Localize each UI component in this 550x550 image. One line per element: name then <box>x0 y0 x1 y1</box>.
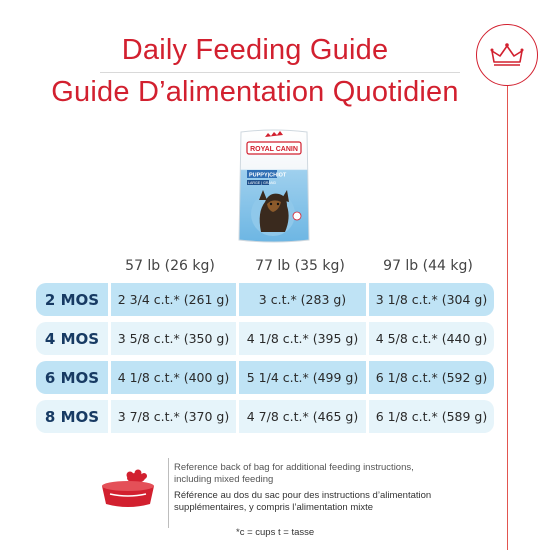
bag-brand-text: ROYAL CANIN <box>250 146 298 153</box>
feeding-note-french: Référence au dos du sac pour des instruc… <box>174 490 432 513</box>
table-row: 8 MOS 3 7/8 c.t.* (370 g) 4 7/8 c.t.* (4… <box>36 400 494 433</box>
age-label: 6 MOS <box>36 361 108 394</box>
amount-cell: 3 1/8 c.t.* (304 g) <box>366 283 494 316</box>
page-title-french: Guide D’alimentation Quotidien <box>51 76 459 108</box>
table-row: 2 MOS 2 3/4 c.t.* (261 g) 3 c.t.* (283 g… <box>36 283 494 316</box>
amount-cell: 4 1/8 c.t.* (400 g) <box>108 361 236 394</box>
side-rule <box>507 80 508 550</box>
amount-cell: 3 5/8 c.t.* (350 g) <box>108 322 236 355</box>
weight-header-1: 57 lb (26 kg) <box>125 258 215 274</box>
product-bag-image: ROYAL CANIN PUPPY|CHIOT LARGE | GRAND <box>235 128 313 246</box>
title-divider <box>100 72 460 73</box>
amount-cell: 4 5/8 c.t.* (440 g) <box>366 322 494 355</box>
amount-cell: 2 3/4 c.t.* (261 g) <box>108 283 236 316</box>
crown-icon <box>490 43 524 66</box>
age-label: 4 MOS <box>36 322 108 355</box>
age-label: 2 MOS <box>36 283 108 316</box>
weight-header-3: 97 lb (44 kg) <box>383 258 473 274</box>
weight-header-2: 77 lb (35 kg) <box>255 258 345 274</box>
bag-size-text: LARGE | GRAND <box>248 181 276 185</box>
amount-cell: 4 7/8 c.t.* (465 g) <box>236 400 366 433</box>
feeding-note-english: Reference back of bag for additional fee… <box>174 462 414 485</box>
amount-cell: 3 7/8 c.t.* (370 g) <box>108 400 236 433</box>
notes-divider <box>168 458 169 528</box>
amount-cell: 5 1/4 c.t.* (499 g) <box>236 361 366 394</box>
bag-product-name: PUPPY|CHIOT <box>249 173 287 179</box>
units-footnote: *c = cups t = tasse <box>236 527 315 538</box>
amount-cell: 4 1/8 c.t.* (395 g) <box>236 322 366 355</box>
table-row: 4 MOS 3 5/8 c.t.* (350 g) 4 1/8 c.t.* (3… <box>36 322 494 355</box>
page-title: Daily Feeding Guide <box>121 34 389 66</box>
food-bowl-icon <box>96 464 160 514</box>
amount-cell: 6 1/8 c.t.* (589 g) <box>366 400 494 433</box>
table-row: 6 MOS 4 1/8 c.t.* (400 g) 5 1/4 c.t.* (4… <box>36 361 494 394</box>
brand-badge <box>476 24 538 86</box>
amount-cell: 6 1/8 c.t.* (592 g) <box>366 361 494 394</box>
amount-cell: 3 c.t.* (283 g) <box>236 283 366 316</box>
age-label: 8 MOS <box>36 400 108 433</box>
